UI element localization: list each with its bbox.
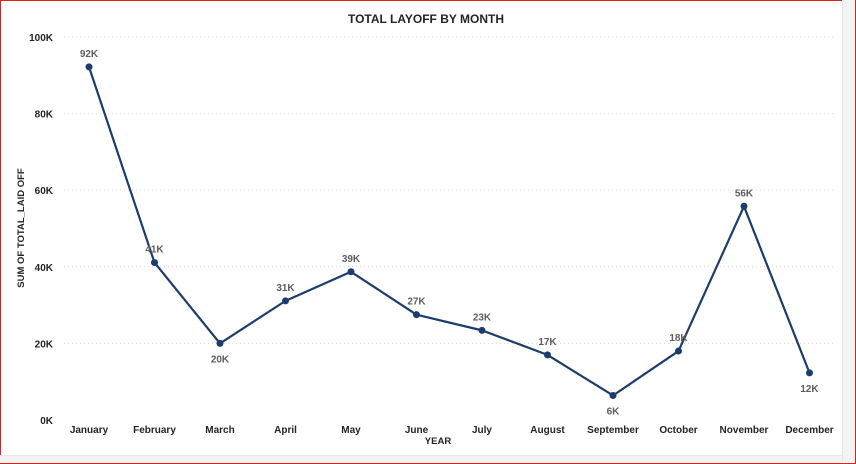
data-labels: 92K 41K 20K 31K 39K 27K 23K 17K 6K 18K 56K 12K — [80, 49, 820, 418]
x-tick-label: April — [274, 425, 297, 436]
data-label: 6K — [607, 406, 621, 417]
data-label: 18K — [669, 333, 688, 344]
y-axis-ticks: 0K 20K 40K 60K 80K 100K — [29, 33, 54, 427]
x-tick-label: January — [70, 425, 109, 436]
data-label: 23K — [473, 312, 492, 323]
x-tick-label: July — [472, 425, 492, 436]
data-label: 17K — [538, 337, 557, 348]
x-tick-label: June — [405, 425, 429, 436]
y-axis-title: SUM OF TOTAL_LAID OFF — [16, 168, 27, 288]
data-point — [85, 63, 93, 71]
x-tick-label: March — [205, 425, 234, 436]
data-point — [151, 259, 158, 267]
x-tick-label: May — [341, 425, 361, 436]
gridlines — [64, 36, 836, 344]
x-tick-label: February — [133, 425, 176, 436]
x-tick-label: November — [720, 425, 769, 436]
data-point — [609, 391, 617, 399]
y-tick-label: 100K — [29, 33, 54, 44]
data-point — [413, 311, 420, 319]
data-label: 20K — [211, 354, 230, 365]
data-label: 41K — [145, 245, 164, 256]
data-label: 27K — [407, 297, 426, 308]
chart-title: TOTAL LAYOFF BY MONTH — [348, 12, 504, 26]
vertical-scroll-strip — [842, 0, 855, 462]
x-tick-label: December — [785, 425, 833, 436]
horizontal-scroll-strip — [0, 455, 842, 463]
y-tick-label: 60K — [35, 186, 54, 197]
data-label: 56K — [735, 188, 754, 199]
x-tick-label: August — [530, 425, 565, 436]
data-point — [282, 297, 289, 305]
data-label: 31K — [276, 283, 295, 294]
series-line — [87, 65, 811, 397]
data-point — [216, 339, 224, 347]
x-axis-ticks: January February March April May June July Augu… — [70, 425, 834, 436]
series-line-path — [87, 65, 811, 397]
y-tick-label: 20K — [35, 339, 54, 350]
y-tick-label: 0K — [40, 416, 54, 427]
data-point — [478, 326, 486, 334]
data-points — [85, 63, 813, 399]
x-axis-title: YEAR — [425, 436, 452, 447]
data-point — [675, 347, 682, 355]
data-label: 92K — [80, 49, 99, 60]
y-tick-label: 40K — [35, 263, 54, 274]
data-point — [347, 268, 355, 276]
data-point — [740, 202, 748, 210]
x-tick-label: October — [659, 425, 697, 436]
y-tick-label: 80K — [35, 110, 54, 121]
data-label: 39K — [342, 254, 361, 265]
x-tick-label: September — [587, 425, 639, 436]
data-point — [544, 351, 551, 359]
data-label: 12K — [800, 384, 819, 395]
data-point — [806, 369, 813, 377]
